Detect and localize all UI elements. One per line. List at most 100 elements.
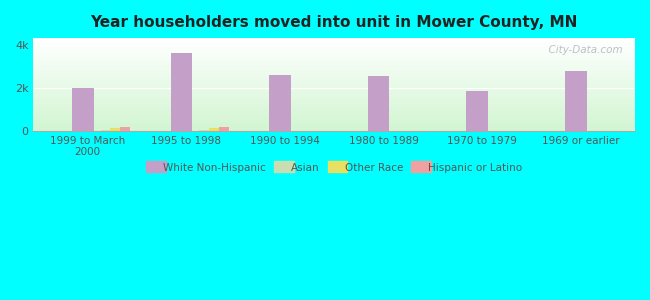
Bar xyxy=(368,76,389,131)
Bar xyxy=(34,112,635,113)
Bar xyxy=(34,90,635,91)
Bar xyxy=(34,119,635,120)
Bar xyxy=(34,95,635,96)
Bar xyxy=(34,80,635,81)
Bar xyxy=(34,123,635,124)
Bar xyxy=(34,103,635,104)
Bar xyxy=(34,121,635,122)
Bar xyxy=(34,66,635,67)
Bar xyxy=(34,56,635,57)
Bar xyxy=(34,64,635,65)
Bar xyxy=(34,54,635,55)
Bar xyxy=(34,94,635,95)
Bar xyxy=(34,85,635,86)
Bar xyxy=(34,98,635,99)
Bar xyxy=(34,43,635,44)
Bar xyxy=(34,44,635,45)
Bar xyxy=(34,88,635,89)
Bar xyxy=(34,111,635,112)
Bar xyxy=(34,46,635,47)
Bar xyxy=(34,68,635,69)
Bar xyxy=(111,128,120,131)
Bar xyxy=(34,122,635,123)
Bar xyxy=(199,130,209,131)
Bar xyxy=(34,79,635,80)
Bar xyxy=(34,87,635,88)
Bar xyxy=(34,97,635,98)
Bar xyxy=(34,47,635,48)
Bar xyxy=(72,88,94,131)
Bar xyxy=(34,113,635,114)
Bar xyxy=(34,127,635,128)
Text: City-Data.com: City-Data.com xyxy=(542,45,623,55)
Bar xyxy=(219,127,229,131)
Bar xyxy=(34,38,635,39)
Bar xyxy=(34,72,635,74)
Bar xyxy=(34,53,635,54)
Bar xyxy=(34,40,635,41)
Bar xyxy=(34,57,635,58)
Bar xyxy=(34,67,635,68)
Bar xyxy=(34,89,635,90)
Bar xyxy=(34,129,635,130)
Bar xyxy=(34,124,635,125)
Bar xyxy=(34,92,635,93)
Bar xyxy=(34,76,635,77)
Bar xyxy=(34,50,635,51)
Bar xyxy=(34,117,635,118)
Bar xyxy=(34,106,635,107)
Legend: White Non-Hispanic, Asian, Other Race, Hispanic or Latino: White Non-Hispanic, Asian, Other Race, H… xyxy=(142,159,526,178)
Bar xyxy=(34,107,635,108)
Bar xyxy=(34,42,635,43)
Bar xyxy=(34,69,635,70)
Bar xyxy=(34,51,635,52)
Bar xyxy=(34,55,635,56)
Bar xyxy=(34,110,635,111)
Bar xyxy=(34,58,635,59)
Bar xyxy=(34,60,635,61)
Bar xyxy=(34,41,635,42)
Bar xyxy=(34,82,635,83)
Bar xyxy=(34,71,635,72)
Bar xyxy=(34,93,635,94)
Bar xyxy=(34,114,635,115)
Bar xyxy=(34,91,635,92)
Bar xyxy=(34,130,635,131)
Bar xyxy=(34,82,635,84)
Bar xyxy=(34,49,635,50)
Bar xyxy=(34,102,635,103)
Bar xyxy=(170,53,192,131)
Bar xyxy=(34,118,635,119)
Bar xyxy=(34,100,635,101)
Bar xyxy=(34,39,635,40)
Bar xyxy=(34,63,635,64)
Bar xyxy=(34,62,635,63)
Bar xyxy=(34,61,635,62)
Bar xyxy=(34,125,635,126)
Bar xyxy=(34,74,635,75)
Bar xyxy=(34,120,635,121)
Bar xyxy=(34,59,635,60)
Bar xyxy=(209,128,219,131)
Bar xyxy=(34,116,635,117)
Bar xyxy=(34,48,635,49)
Bar xyxy=(34,81,635,82)
Bar xyxy=(34,84,635,85)
Bar xyxy=(101,130,111,131)
Bar xyxy=(34,115,635,116)
Bar xyxy=(34,128,635,129)
Bar xyxy=(34,77,635,78)
Bar xyxy=(120,127,130,131)
Bar xyxy=(34,99,635,100)
Bar xyxy=(34,105,635,106)
Bar xyxy=(34,104,635,105)
Bar xyxy=(34,78,635,79)
Bar xyxy=(34,109,635,110)
Bar xyxy=(34,45,635,46)
Bar xyxy=(34,126,635,127)
Bar xyxy=(34,65,635,66)
Bar xyxy=(467,91,488,131)
Title: Year householders moved into unit in Mower County, MN: Year householders moved into unit in Mow… xyxy=(90,15,578,30)
Bar xyxy=(34,70,635,71)
Bar xyxy=(34,75,635,76)
